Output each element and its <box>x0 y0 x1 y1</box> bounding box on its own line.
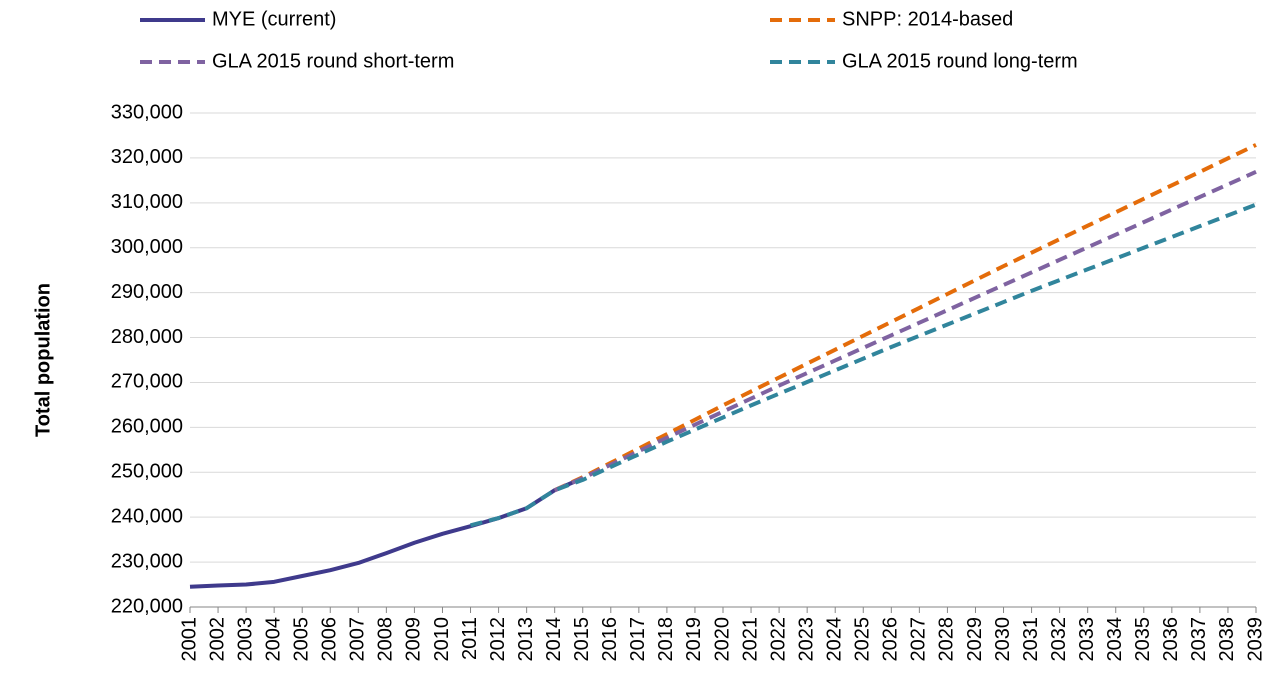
x-tick-label: 2027 <box>908 617 930 662</box>
x-tick-label: 2029 <box>964 617 986 662</box>
x-tick-label: 2020 <box>711 617 733 662</box>
x-tick-label: 2001 <box>178 617 200 662</box>
x-tick-label: 2037 <box>1188 617 1210 662</box>
x-tick-label: 2032 <box>1048 617 1070 662</box>
legend-label: MYE (current) <box>212 8 336 30</box>
legend-label: GLA 2015 round short-term <box>212 50 454 72</box>
y-tick-label: 240,000 <box>111 505 183 527</box>
x-tick-label: 2033 <box>1076 617 1098 662</box>
legend-label: GLA 2015 round long-term <box>842 50 1078 72</box>
y-tick-label: 230,000 <box>111 550 183 572</box>
x-tick-label: 2017 <box>627 617 649 662</box>
x-tick-label: 2011 <box>459 617 481 660</box>
x-tick-label: 2013 <box>515 617 537 662</box>
x-tick-label: 2039 <box>1244 617 1266 662</box>
x-tick-label: 2008 <box>375 617 397 662</box>
x-tick-label: 2021 <box>739 617 761 662</box>
series-line <box>189 476 584 589</box>
x-tick-label: 2028 <box>936 617 958 662</box>
x-tick-label: 2018 <box>655 617 677 662</box>
x-tick-label: 2034 <box>1104 617 1126 662</box>
x-tick-label: 2023 <box>795 617 817 662</box>
x-tick-label: 2005 <box>290 617 312 662</box>
x-tick-label: 2036 <box>1160 617 1182 662</box>
x-tick-label: 2002 <box>206 617 228 662</box>
x-tick-label: 2014 <box>543 617 565 662</box>
x-tick-label: 2038 <box>1216 617 1238 662</box>
x-tick-label: 2009 <box>403 617 425 662</box>
y-tick-label: 260,000 <box>111 416 183 438</box>
y-tick-label: 280,000 <box>111 326 183 348</box>
x-tick-label: 2012 <box>487 617 509 662</box>
x-tick-label: 2025 <box>852 617 874 662</box>
x-tick-label: 2019 <box>683 617 705 662</box>
x-tick-label: 2003 <box>234 617 256 662</box>
x-tick-label: 2010 <box>431 617 453 662</box>
y-tick-label: 250,000 <box>111 461 183 483</box>
x-tick-label: 2035 <box>1132 617 1154 662</box>
y-tick-label: 290,000 <box>111 281 183 303</box>
legend-label: SNPP: 2014-based <box>842 8 1013 30</box>
y-axis-title: Total population <box>32 283 54 437</box>
y-tick-label: 330,000 <box>111 101 183 123</box>
y-tick-label: 300,000 <box>111 236 183 258</box>
y-tick-label: 310,000 <box>111 191 183 213</box>
x-tick-label: 2016 <box>599 617 621 662</box>
x-tick-label: 2007 <box>347 617 369 662</box>
x-tick-label: 2031 <box>1020 617 1042 662</box>
x-tick-label: 2004 <box>262 617 284 662</box>
y-tick-label: 270,000 <box>111 371 183 393</box>
x-tick-label: 2015 <box>571 617 593 662</box>
x-tick-label: 2006 <box>319 617 341 662</box>
x-tick-label: 2030 <box>992 617 1014 662</box>
x-tick-label: 2022 <box>767 617 789 662</box>
series-line <box>553 170 1257 493</box>
x-tick-label: 2026 <box>880 617 902 662</box>
series-line <box>553 143 1257 493</box>
x-tick-label: 2024 <box>823 617 845 662</box>
series-line <box>470 202 1257 528</box>
y-tick-label: 320,000 <box>111 146 183 168</box>
y-tick-label: 220,000 <box>111 595 183 617</box>
